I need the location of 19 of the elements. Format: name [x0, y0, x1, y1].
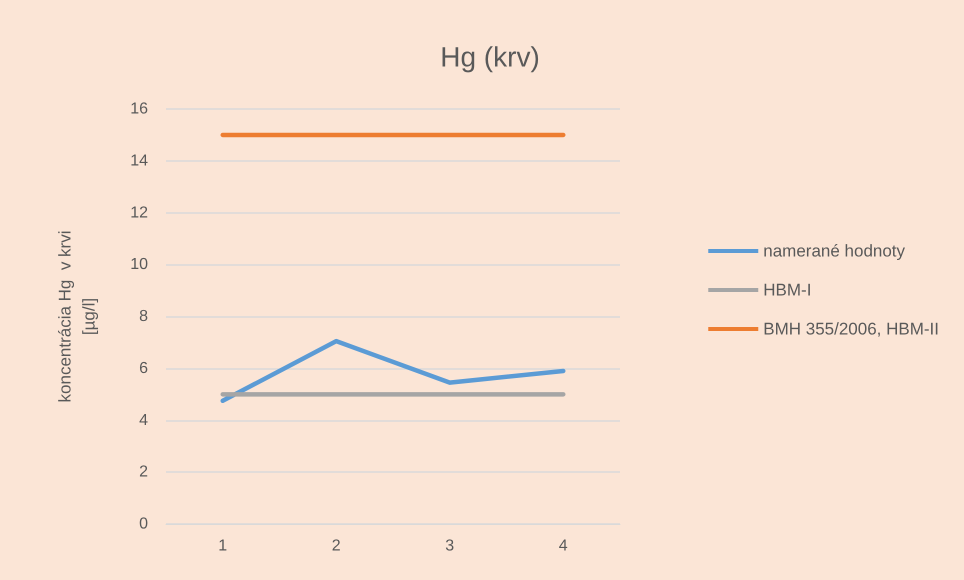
x-tick-label: 3 — [445, 538, 454, 554]
y-tick-label: 2 — [139, 464, 148, 481]
y-tick-label: 8 — [139, 308, 148, 325]
legend-label: namerané hodnoty — [763, 242, 906, 260]
y-tick-label: 14 — [130, 152, 148, 170]
legend-label: HBM-I — [763, 280, 812, 300]
y-axis-title: koncentrácia Hg v krvi [µg/l] — [56, 230, 98, 402]
y-tick-label: 12 — [130, 204, 148, 222]
x-tick-label: 1 — [218, 538, 228, 554]
x-tick-label: 2 — [332, 538, 341, 554]
y-tick-label: 16 — [130, 100, 148, 118]
x-tick-label: 4 — [558, 538, 568, 554]
chart-title: Hg (krv) — [440, 42, 540, 72]
y-tick-label: 6 — [139, 360, 148, 377]
line-series — [220, 338, 566, 404]
y-tick-label: 10 — [130, 256, 148, 274]
y-tick-label: 0 — [139, 516, 148, 532]
y-tick-label: 4 — [139, 412, 148, 429]
legend-label: BMH 355/2006, HBM-II — [763, 320, 940, 338]
